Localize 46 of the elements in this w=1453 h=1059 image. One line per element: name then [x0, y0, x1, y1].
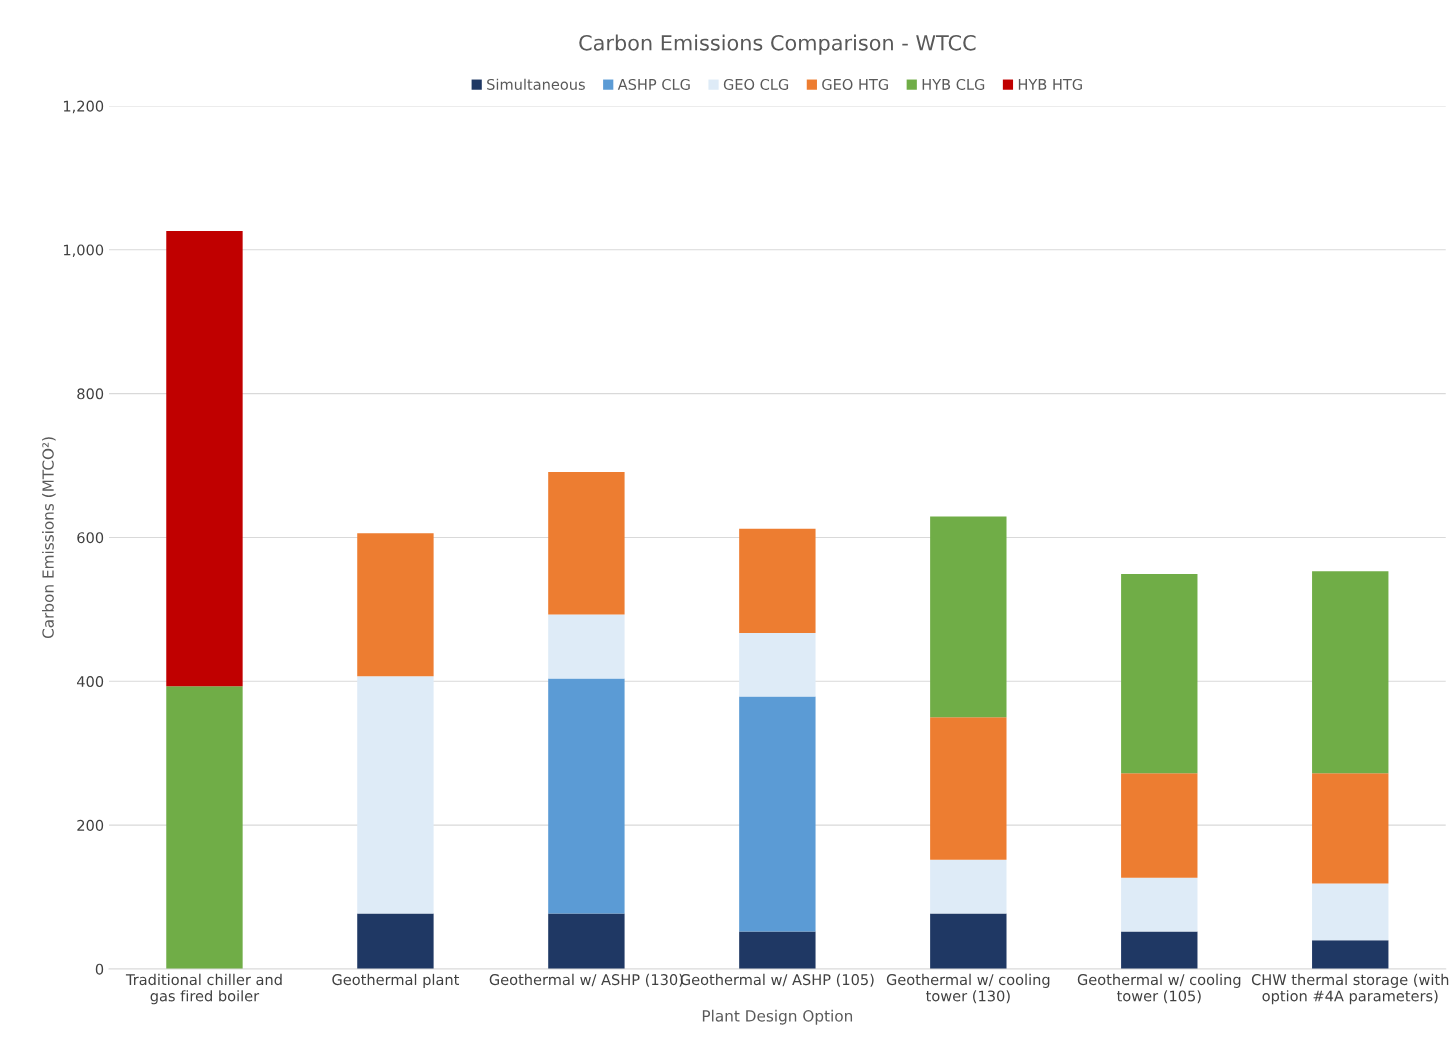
bar	[930, 913, 1007, 969]
x-tick-label: CHW thermal storage (with option #4A parameters)	[1251, 973, 1449, 1005]
bar	[1121, 931, 1198, 969]
bar	[548, 913, 625, 969]
y-tick-label: 200	[77, 819, 104, 831]
x-tick-label: Geothermal plant	[332, 973, 460, 988]
bar	[548, 614, 625, 679]
bar	[548, 471, 625, 615]
bar	[1312, 773, 1389, 884]
y-tick-label: 1,200	[63, 100, 104, 114]
x-tick-label: Traditional chiller and gas fired boiler	[125, 973, 282, 1005]
bar	[739, 931, 816, 969]
x-tick-label: Geothermal w/ cooling tower (105)	[1077, 973, 1241, 1004]
bar	[357, 533, 434, 677]
legend-label: HYB CLG	[922, 78, 985, 90]
y-tick-label: 800	[77, 388, 104, 400]
legend-label: GEO HTG	[822, 78, 888, 90]
bar	[1121, 773, 1198, 878]
x-axis-title: Plant Design Option	[702, 1009, 853, 1025]
bar	[1121, 574, 1198, 774]
legend-label: Simultaneous	[487, 78, 585, 90]
bar	[930, 516, 1007, 718]
bar	[1121, 877, 1198, 932]
bar	[739, 696, 816, 932]
y-axis-title: Carbon Emissions (MTCO²)	[42, 437, 56, 639]
bar	[739, 528, 816, 634]
bar	[930, 717, 1007, 860]
bar	[1312, 883, 1389, 941]
y-tick-label: 0	[95, 963, 104, 975]
bar	[166, 231, 243, 687]
bar	[166, 686, 243, 969]
bar	[357, 913, 434, 969]
bar	[357, 676, 434, 914]
y-tick-label: 1,000	[63, 244, 104, 257]
y-tick-label: 600	[77, 532, 104, 544]
bar	[1312, 571, 1389, 774]
bar	[930, 859, 1007, 914]
chart-title: Carbon Emissions Comparison - WTCC	[579, 34, 976, 55]
legend-label: GEO CLG	[723, 78, 789, 90]
legend-label: HYB HTG	[1018, 78, 1082, 90]
bar	[548, 678, 625, 914]
bar	[739, 633, 816, 697]
y-tick-label: 400	[76, 676, 104, 688]
bar	[1312, 940, 1389, 969]
legend-label: ASHP CLG	[617, 78, 690, 90]
x-tick-label: Geothermal w/ cooling tower (130)	[886, 973, 1050, 1004]
